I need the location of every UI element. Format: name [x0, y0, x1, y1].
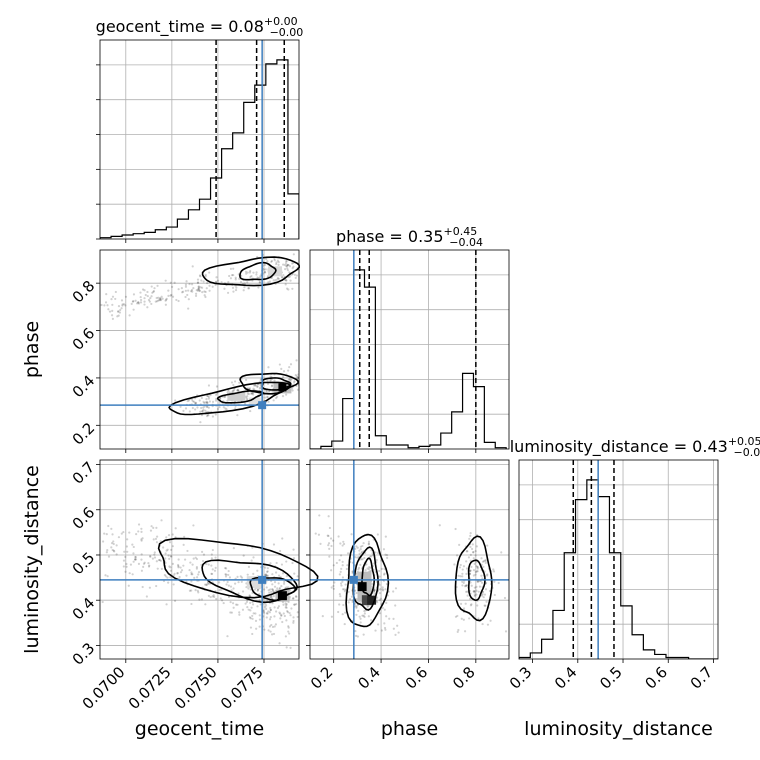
title-plus: +0.45 [444, 225, 478, 238]
hist-panel-phase: phase = 0.35+0.45 −0.04 [309, 225, 510, 453]
panel-frame [518, 459, 719, 660]
x-axis-label-phase: phase [381, 718, 438, 740]
scatter-panel-geocent_time-phase: 0.2 0.4 0.6 0.8 [69, 249, 301, 453]
histogram-step-phase [310, 269, 507, 449]
scatter-panel-phase-luminosity_distance: 0.2 0.4 0.6 0.8 [306, 459, 510, 693]
x-axis-label-luminosity_distance: luminosity_distance [524, 718, 713, 740]
y-tick-label-luminosity_distance: 0.7 [69, 458, 99, 488]
y-tick-label-phase: 0.2 [69, 419, 99, 449]
sample-points [314, 514, 508, 643]
x-axis-label-geocent_time: geocent_time [135, 718, 264, 740]
histogram-step-luminosity_distance [519, 479, 718, 659]
x-tick-label-phase: 0.2 [307, 663, 337, 693]
title-minus: −0.04 [734, 446, 760, 459]
panel-frame [99, 459, 300, 660]
panel-frame [99, 249, 300, 450]
contour-outer [157, 537, 319, 599]
x-tick-label-phase: 0.8 [449, 663, 479, 693]
x-tick-label-luminosity_distance: 0.5 [596, 663, 626, 693]
density-cell [278, 383, 287, 392]
x-tick-label-geocent_time: 0.0700 [79, 663, 129, 713]
x-tick-label-luminosity_distance: 0.4 [551, 663, 581, 693]
title-geocent_time: geocent_time = 0.08+0.00 −0.00 [96, 15, 304, 39]
panel-frame [309, 249, 510, 450]
title-value: luminosity_distance = 0.43 [510, 437, 728, 457]
contour-outer [454, 535, 493, 622]
y-tick-label-phase: 0.8 [69, 277, 99, 307]
x-tick-label-geocent_time: 0.0725 [125, 663, 175, 713]
x-tick-label-phase: 0.4 [354, 663, 384, 693]
y-tick-label-luminosity_distance: 0.5 [69, 549, 99, 579]
density-cell [248, 397, 261, 406]
panel-frame [309, 459, 510, 660]
y-tick-label-luminosity_distance: 0.6 [69, 503, 99, 533]
title-value: phase = 0.35 [336, 227, 443, 246]
contour-inner [361, 557, 376, 597]
title-value: geocent_time = 0.08 [96, 17, 264, 37]
contour-inner [239, 261, 277, 281]
density-cell [361, 595, 372, 606]
title-minus: −0.04 [449, 236, 483, 249]
truth-marker [258, 401, 267, 410]
y-tick-label-luminosity_distance: 0.4 [69, 594, 99, 624]
density-cell [367, 595, 377, 605]
y-axis-label-luminosity_distance: luminosity_distance [21, 465, 43, 654]
panel-frame [99, 39, 300, 240]
contour-outer [239, 372, 299, 395]
contour-inner [216, 390, 264, 404]
density-cell [277, 591, 287, 601]
truth-marker [349, 575, 358, 584]
x-tick-label-geocent_time: 0.0750 [171, 663, 221, 713]
hist-panel-luminosity_distance: 0.3 0.4 0.5 0.6 0.7 luminosity_distance = 0.4… [506, 435, 760, 693]
histogram-step-geocent_time [100, 59, 299, 239]
x-tick-label-phase: 0.6 [402, 663, 432, 693]
y-tick-label-luminosity_distance: 0.3 [69, 639, 99, 669]
hist-panel-geocent_time: geocent_time = 0.08+0.00 −0.00 [96, 15, 304, 243]
density-cell [227, 392, 246, 401]
x-tick-label-luminosity_distance: 0.7 [687, 663, 717, 693]
contour-outer [201, 559, 299, 604]
x-tick-label-luminosity_distance: 0.3 [506, 663, 536, 693]
truth-marker [258, 575, 267, 584]
contour-outer [201, 256, 301, 287]
y-tick-label-phase: 0.4 [69, 372, 99, 402]
y-axis-label-phase: phase [21, 321, 43, 378]
x-tick-label-geocent_time: 0.0775 [217, 663, 267, 713]
y-tick-label-phase: 0.6 [69, 324, 99, 354]
title-plus: +0.05 [728, 435, 760, 448]
title-plus: +0.00 [264, 15, 298, 28]
title-phase: phase = 0.35+0.45 −0.04 [336, 225, 483, 249]
contour-outer [345, 533, 390, 628]
x-tick-label-luminosity_distance: 0.6 [641, 663, 671, 693]
sample-points [101, 519, 299, 650]
title-minus: −0.00 [270, 26, 304, 39]
title-luminosity_distance: luminosity_distance = 0.43+0.05−0.04 [510, 435, 760, 459]
